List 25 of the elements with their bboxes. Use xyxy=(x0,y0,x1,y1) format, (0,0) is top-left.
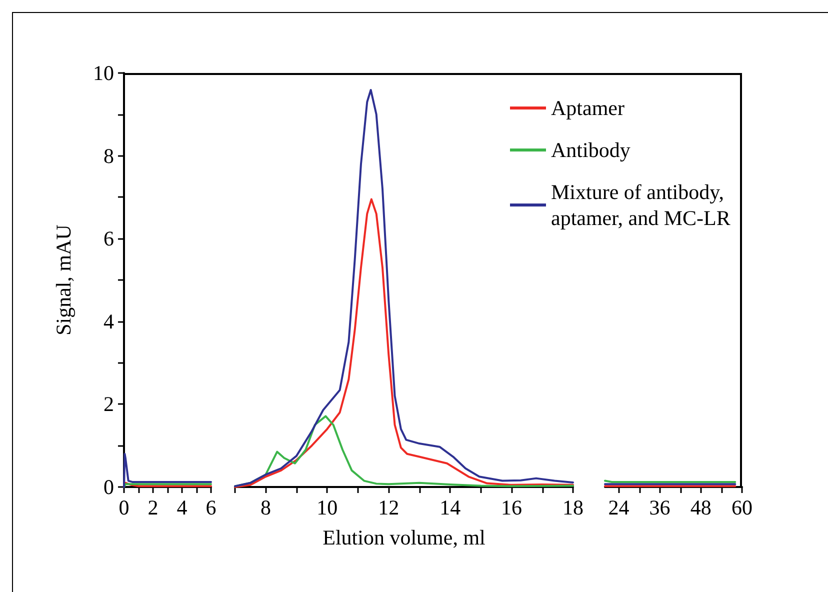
legend-label: Mixture of antibody, aptamer, and MC-LR xyxy=(551,180,730,230)
legend-label: Antibody xyxy=(551,138,631,162)
x-tick-label: 8 xyxy=(260,496,271,520)
x-tick-label: 18 xyxy=(562,496,584,520)
y-tick-label: 6 xyxy=(104,226,114,251)
x-tick-label: 12 xyxy=(378,496,400,520)
x-tick-label: 48 xyxy=(690,496,712,520)
x-tick-label: 14 xyxy=(440,496,462,520)
x-tick-label: 60 xyxy=(732,496,752,520)
x-axis-title: Elution volume, ml xyxy=(322,526,486,550)
y-tick-label: 0 xyxy=(104,475,114,499)
y-tick-label: 8 xyxy=(104,144,114,168)
y-tick-label: 10 xyxy=(93,61,114,85)
y-axis-title: Signal, mAU xyxy=(52,224,76,336)
x-tick-label: 24 xyxy=(608,496,630,520)
y-tick-label: 4 xyxy=(104,309,114,334)
x-tick-label: 36 xyxy=(649,496,670,520)
x-tick-label: 10 xyxy=(316,496,338,520)
x-tick-label: 2 xyxy=(148,496,158,520)
y-tick-label: 2 xyxy=(104,392,114,416)
x-tick-label: 16 xyxy=(501,496,522,520)
x-tick-label: 0 xyxy=(118,496,130,520)
legend-label: Aptamer xyxy=(551,96,624,120)
x-tick-label: 4 xyxy=(176,496,188,520)
x-tick-label: 6 xyxy=(206,496,216,520)
